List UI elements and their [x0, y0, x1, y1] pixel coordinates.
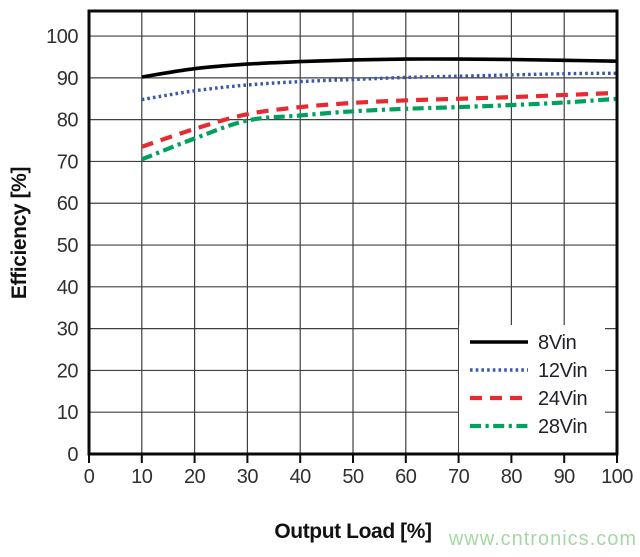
legend-label-12Vin: 12Vin — [538, 360, 587, 382]
x-tick-label: 60 — [395, 466, 417, 488]
series-line-12Vin — [141, 71, 618, 102]
watermark-link[interactable]: www.cntronics.com — [448, 528, 637, 550]
y-tick-label: 90 — [57, 68, 79, 90]
y-tick-label: 20 — [57, 360, 79, 382]
y-tick-label: 80 — [57, 110, 79, 132]
x-tick-label: 10 — [131, 466, 153, 488]
x-tick-label: 100 — [601, 466, 633, 488]
y-tick-label: 0 — [67, 444, 78, 466]
x-tick-label: 90 — [554, 466, 576, 488]
series-line-8Vin — [141, 57, 618, 79]
x-tick-label: 50 — [342, 466, 364, 488]
series-line-28Vin — [141, 96, 618, 162]
x-axis-title: Output Load [%] — [274, 520, 432, 543]
x-tick-label: 70 — [448, 466, 470, 488]
y-tick-label: 70 — [57, 151, 79, 173]
x-tick-label: 80 — [501, 466, 523, 488]
x-tick-label: 30 — [237, 466, 259, 488]
y-tick-label: 50 — [57, 235, 79, 257]
y-tick-label: 30 — [57, 319, 79, 341]
x-tick-label: 20 — [184, 466, 206, 488]
y-tick-label: 60 — [57, 193, 79, 215]
y-tick-label: 40 — [57, 277, 79, 299]
plot-frame — [87, 9, 619, 456]
legend-label-24Vin: 24Vin — [538, 388, 587, 410]
legend-label-28Vin: 28Vin — [538, 416, 587, 438]
x-tick-label: 40 — [290, 466, 312, 488]
y-tick-label: 100 — [46, 26, 78, 48]
x-tick-label: 0 — [84, 466, 95, 488]
legend-label-8Vin: 8Vin — [538, 332, 576, 354]
legend-box — [459, 325, 605, 453]
y-tick-label: 10 — [57, 402, 79, 424]
y-axis-title: Efficiency [%] — [8, 166, 31, 300]
series-line-24Vin — [141, 90, 618, 149]
